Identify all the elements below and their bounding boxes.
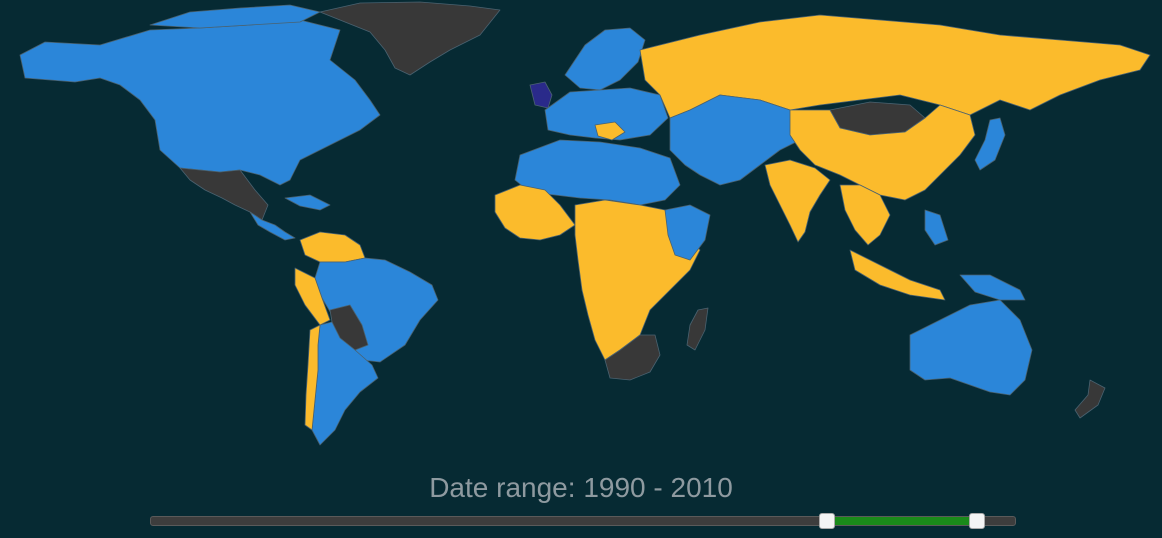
- date-range-prefix: Date range:: [429, 472, 584, 503]
- region-central-africa[interactable]: [574, 199, 701, 361]
- region-mexico[interactable]: [179, 167, 269, 221]
- region-scandinavia[interactable]: [564, 27, 646, 91]
- region-japan[interactable]: [974, 117, 1006, 171]
- date-range-separator: -: [645, 472, 671, 503]
- region-north-america[interactable]: [19, 19, 381, 186]
- region-peru[interactable]: [294, 267, 331, 326]
- region-greenland[interactable]: [319, 1, 501, 76]
- slider-selected-range: [827, 517, 978, 525]
- region-indonesia[interactable]: [849, 249, 946, 301]
- region-brazil[interactable]: [314, 257, 439, 363]
- region-papua[interactable]: [959, 274, 1026, 301]
- region-southern-africa[interactable]: [604, 334, 661, 381]
- date-range-start: 1990: [583, 472, 646, 503]
- region-australia[interactable]: [909, 299, 1033, 396]
- region-east-africa[interactable]: [664, 204, 711, 261]
- region-new-zealand[interactable]: [1074, 379, 1106, 419]
- region-west-africa[interactable]: [494, 184, 576, 241]
- region-southeast-asia[interactable]: [839, 184, 891, 246]
- region-philippines[interactable]: [924, 209, 949, 246]
- region-central-america[interactable]: [249, 211, 296, 241]
- region-uk[interactable]: [529, 81, 553, 109]
- region-china[interactable]: [789, 104, 976, 201]
- slider-start-handle[interactable]: [819, 513, 836, 529]
- region-europe[interactable]: [544, 87, 669, 141]
- region-india[interactable]: [764, 159, 831, 243]
- region-madagascar[interactable]: [686, 307, 709, 351]
- region-central-asia[interactable]: [669, 94, 811, 186]
- world-map: [19, 1, 1151, 446]
- region-caribbean[interactable]: [284, 194, 331, 211]
- date-range-end: 2010: [670, 472, 733, 503]
- slider-end-handle[interactable]: [969, 513, 986, 529]
- region-colombia-venezuela[interactable]: [299, 231, 366, 263]
- date-range-slider[interactable]: [150, 513, 1016, 529]
- date-range-label: Date range: 1990 - 2010: [0, 472, 1162, 504]
- region-chile[interactable]: [304, 324, 321, 431]
- region-balkans[interactable]: [594, 121, 626, 141]
